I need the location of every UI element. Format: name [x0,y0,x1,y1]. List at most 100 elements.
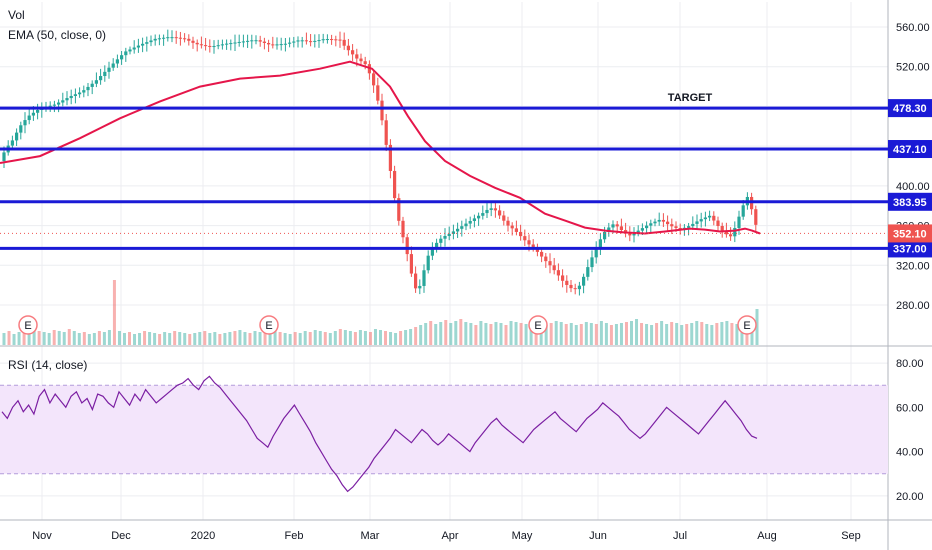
volume-bar [17,332,21,345]
volume-bar [645,324,649,345]
volume-bar [735,324,739,345]
candle-body [531,244,535,249]
volume-bar [389,332,393,345]
volume-bar [253,331,257,345]
level-label-box [888,239,932,258]
volume-bar [348,331,352,345]
volume-bar [278,332,282,345]
candle-body [90,83,94,87]
volume-bar [102,332,106,345]
candle-body [460,226,464,229]
candle-body [216,45,220,47]
candle-body [489,208,493,210]
time-tick-label: Nov [32,530,52,542]
candle-body [19,125,23,133]
candle-body [430,247,434,256]
candle-body [199,44,203,46]
candle-body [510,225,514,229]
volume-bar [604,323,608,345]
volume-bar [188,334,192,345]
volume-bar [112,280,116,345]
earnings-marker-label: E [534,320,541,332]
volume-bar [599,321,603,345]
volume-bar [574,325,578,345]
candle-body [153,38,157,41]
candle-body [225,43,229,45]
volume-bar [248,333,252,345]
candle-body [418,285,422,289]
candle-body [615,224,619,227]
volume-bar [47,333,51,345]
candle-body [82,90,86,93]
volume-bar [524,324,528,345]
earnings-marker-circle [259,315,279,335]
candle-body [485,209,489,214]
candle-body [456,228,460,232]
candle-body [99,76,103,81]
candle-body [573,288,577,290]
volume-bar [303,331,307,345]
level-label-box [888,192,932,211]
candle-body [23,120,27,126]
rsi-tick-label: 80.00 [896,358,924,370]
volume-bar [705,324,709,345]
volume-bar [92,333,96,345]
time-tick-label: Aug [757,530,777,542]
volume-bar [343,330,347,345]
candle-body [632,233,636,236]
candle-body [611,224,615,228]
volume-bar [529,325,533,345]
volume-bar [328,333,332,345]
volume-bar [434,324,438,345]
candle-body [258,40,262,42]
volume-bar [740,325,744,345]
candle-body [313,40,317,42]
candle-body [73,94,77,96]
candle-body [145,42,149,44]
volume-bar [695,321,699,345]
earnings-marker-circle [528,315,548,335]
volume-bar [755,309,759,345]
candle-body [435,242,439,248]
earnings-marker: E [259,315,279,335]
candle-body [346,45,350,51]
volume-bar [680,325,684,345]
price-tick-label: 280.00 [896,300,930,312]
candle-body [645,225,649,229]
volume-bar [218,334,222,345]
volume-bar [429,321,433,345]
volume-bar [2,333,6,345]
candle-body [653,221,657,224]
ema-line [0,60,761,235]
volume-bar [7,331,11,345]
volume-bar [153,333,157,345]
candle-body [514,228,518,232]
candle-body [502,215,506,221]
time-tick-label: 2020 [191,530,215,542]
volume-bar [394,333,398,345]
volume-bar [138,333,142,345]
candle-body [10,140,14,146]
candle-body [355,54,359,59]
volume-bar [504,325,508,345]
candle-body [149,40,153,43]
volume-bar [399,331,403,345]
candle-body [712,215,716,221]
time-tick-label: Sep [841,530,861,542]
volume-bar [363,331,367,345]
volume-bar [640,323,644,345]
candle-body [577,285,581,290]
candle-body [414,273,418,289]
candle-body [212,46,216,48]
candle-body [141,43,145,46]
volume-bar [730,323,734,345]
candle-body [565,280,569,285]
volume-bar [208,333,212,345]
candle-body [325,39,329,41]
volume-bar [624,322,628,345]
rsi-band [0,385,888,474]
candle-body [649,223,653,226]
volume-bar [333,331,337,345]
volume-bar [62,332,66,345]
